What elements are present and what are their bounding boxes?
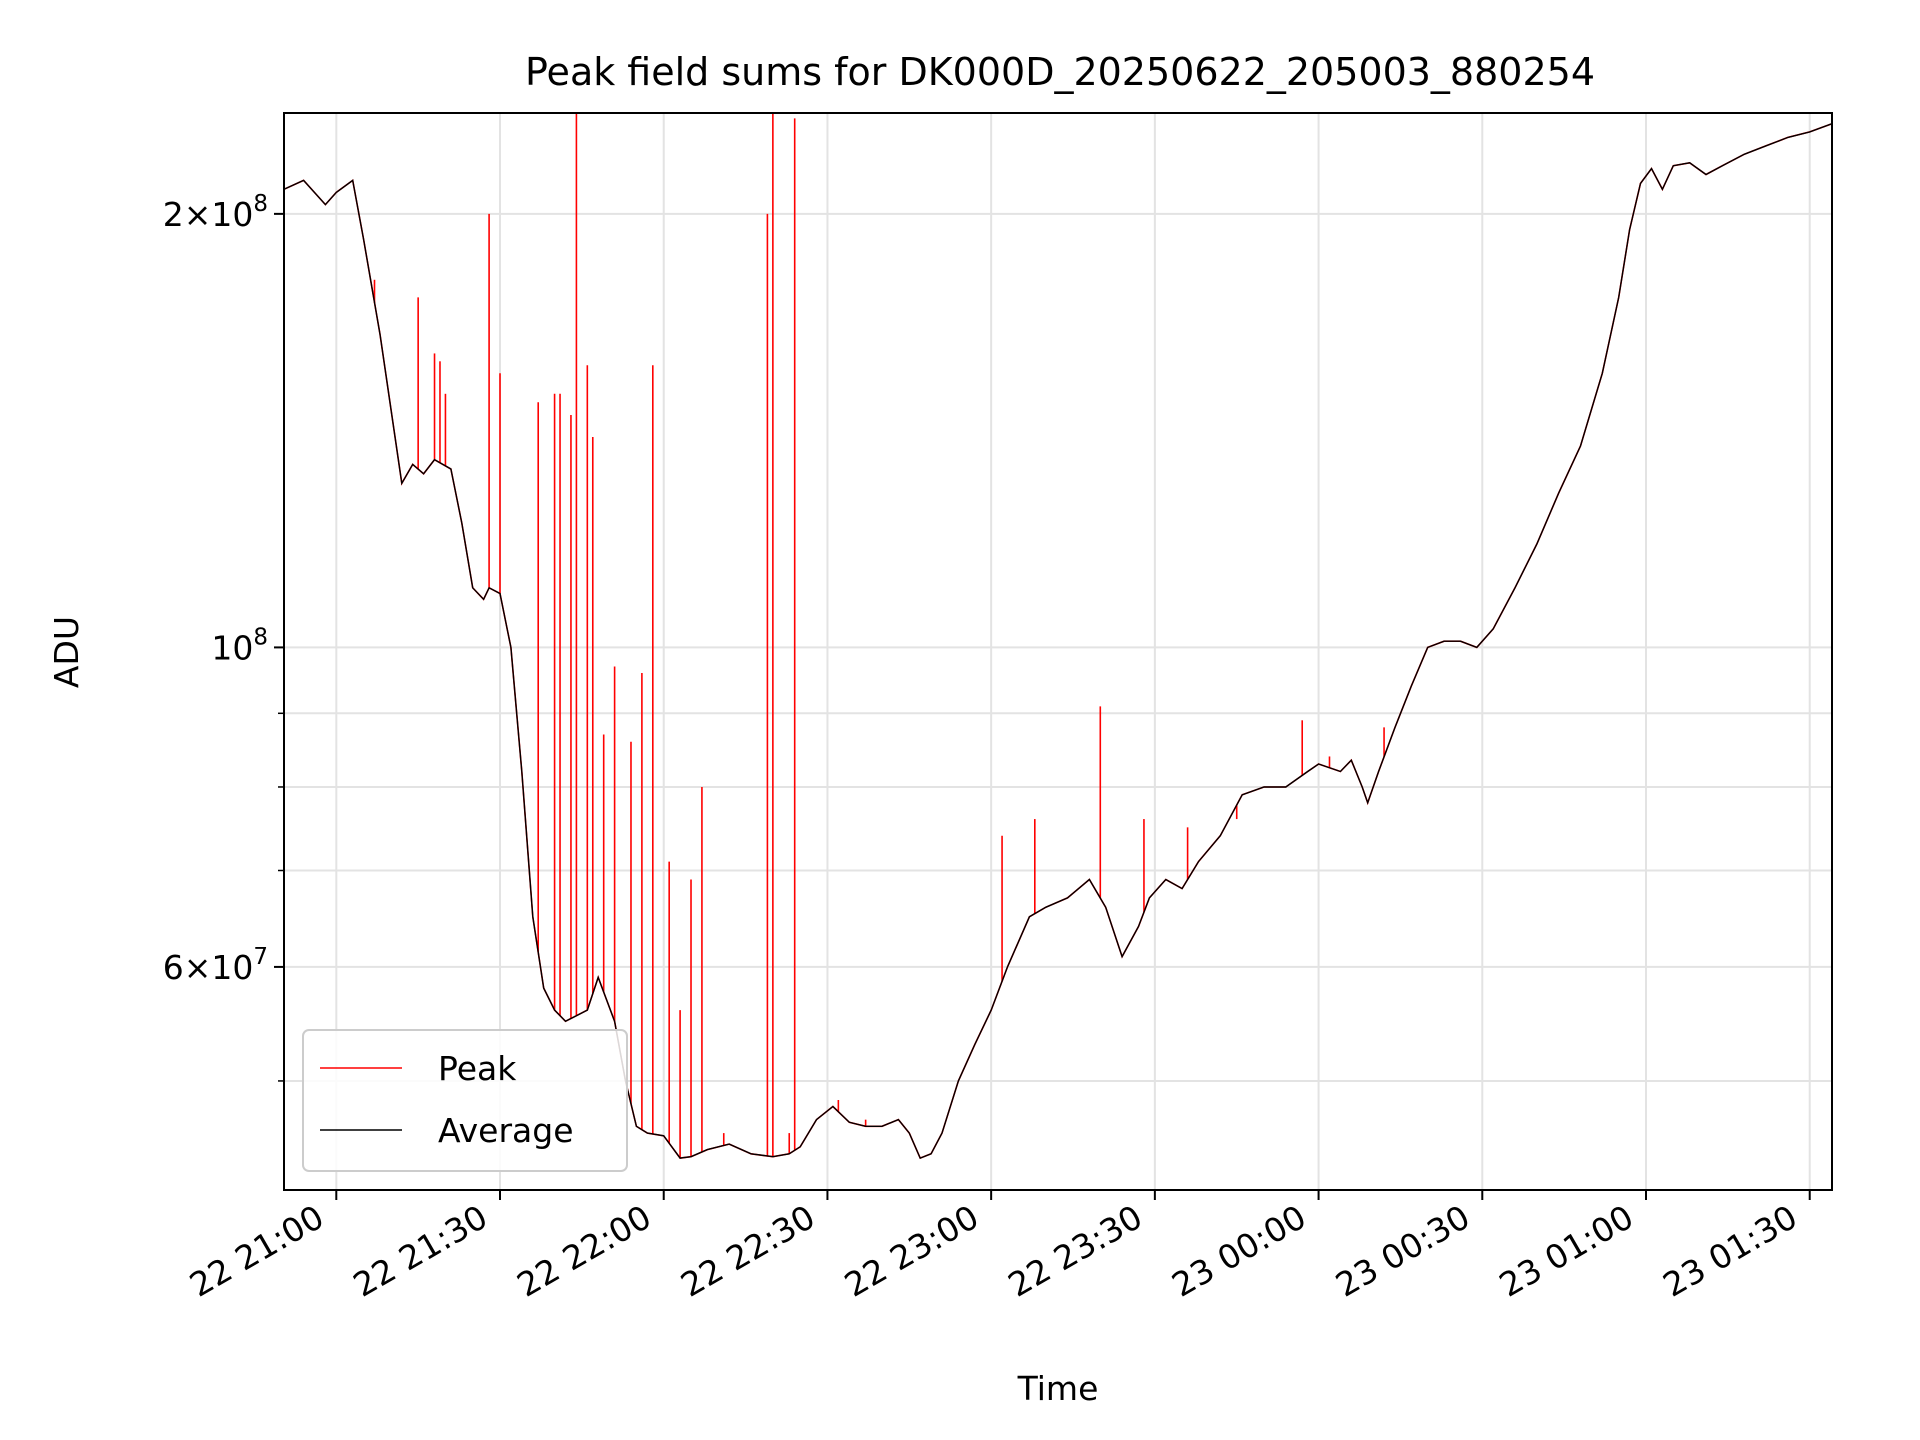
y-tick-base: 10 [211,628,253,667]
x-axis-label: Time [1017,1369,1099,1408]
y-axis-label: ADU [47,616,86,688]
y-tick-label: 6×107 [163,944,268,987]
y-tick-exponent: 7 [253,944,268,970]
legend: Peak Average [302,1029,628,1172]
legend-label-average: Average [438,1111,574,1150]
y-tick-label: 2×108 [163,191,268,234]
y-tick-exponent: 8 [253,191,268,217]
legend-label-peak: Peak [438,1049,517,1088]
legend-box [302,1029,628,1172]
average-line [283,123,1833,1159]
y-tick-exponent: 8 [253,624,268,650]
gridlines [284,113,1832,1190]
y-tick-base: 6×10 [163,948,254,987]
plot-frame [283,112,1833,1191]
y-tick-label: 108 [211,624,268,667]
y-tick-base: 2×10 [163,195,254,234]
average-series [283,123,1833,1159]
chart-title: Peak field sums for DK000D_20250622_2050… [525,50,1595,94]
